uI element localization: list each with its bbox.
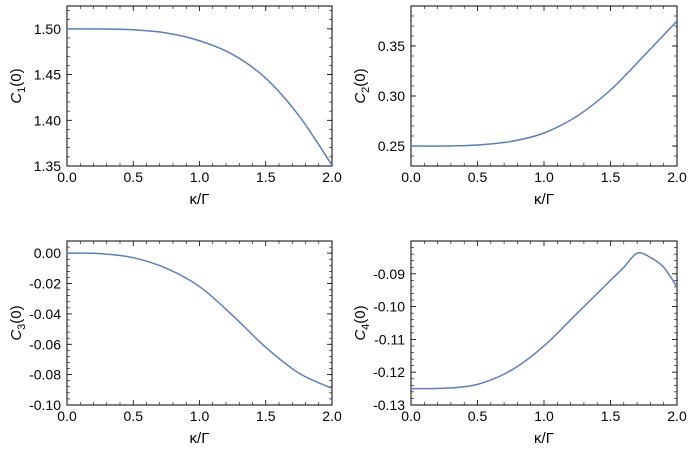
x-tick-label: 0.5 — [124, 169, 144, 185]
y-tick-label: 1.35 — [34, 158, 61, 174]
x-tick-label: 1.0 — [534, 408, 554, 424]
series-line — [67, 252, 332, 389]
y-axis-label-tail: (0) — [352, 68, 369, 86]
y-axis-label-main: C — [8, 330, 25, 341]
y-axis-label-sub: 2 — [360, 87, 372, 93]
y-tick-label: -0.12 — [373, 364, 405, 380]
x-tick-label: 1.5 — [256, 169, 276, 185]
y-tick-label: 1.40 — [34, 112, 61, 128]
x-tick-label: 0.0 — [401, 169, 421, 185]
x-tick-label: 0.5 — [124, 408, 144, 424]
y-axis-label-sub: 3 — [16, 324, 28, 330]
y-axis-label-main: C — [352, 330, 369, 341]
y-tick-label: 0.25 — [378, 138, 405, 154]
y-tick-label: 0.00 — [34, 245, 61, 261]
y-tick-label: 0.30 — [378, 88, 405, 104]
x-axis-label: κ/Γ — [534, 191, 554, 208]
y-axis-label-sub: 1 — [16, 87, 28, 93]
x-axis-label: κ/Γ — [190, 191, 210, 208]
x-tick-label: 0.5 — [468, 408, 488, 424]
x-tick-label: 0.5 — [468, 169, 488, 185]
series-line — [67, 28, 332, 166]
series-line — [411, 252, 677, 390]
chart-panel-3: 0.0 0.5 1.0 1.5 2.0 -0.10 -0.08 -0.06 -0.04 -0.02… — [8, 240, 342, 447]
x-tick-label: 2.0 — [667, 169, 687, 185]
y-tick-label: -0.10 — [373, 299, 405, 315]
series-line — [411, 20, 677, 147]
chart-panel-1: 0.0 0.5 1.0 1.5 2.0 1.35 1.40 1.45 1.50 κ/Γ C1(0) — [8, 5, 342, 208]
y-tick-label: -0.10 — [29, 397, 61, 413]
x-tick-label: 1.5 — [601, 169, 621, 185]
plot-frame — [410, 5, 678, 167]
y-tick-label: 0.35 — [378, 38, 405, 54]
x-tick-label: 0.0 — [401, 408, 421, 424]
x-tick-label: 2.0 — [667, 408, 687, 424]
y-tick-label: -0.09 — [373, 266, 405, 282]
y-axis-label-tail: (0) — [352, 305, 369, 323]
x-tick-label: 1.0 — [190, 408, 210, 424]
x-axis-label: κ/Γ — [534, 430, 554, 447]
y-axis-label: C3(0) — [8, 305, 28, 340]
y-tick-label: -0.02 — [29, 276, 61, 292]
y-axis-label-tail: (0) — [8, 305, 25, 323]
x-tick-label: 0.0 — [57, 169, 77, 185]
y-tick-label: 1.50 — [34, 21, 61, 37]
y-axis-label: C2(0) — [352, 68, 372, 103]
y-axis-label-main: C — [8, 93, 25, 104]
plot-frame — [66, 240, 333, 406]
chart-panel-2: 0.0 0.5 1.0 1.5 2.0 0.25 0.30 0.35 κ/Γ C2(0) — [352, 5, 687, 208]
y-tick-label: -0.13 — [373, 397, 405, 413]
x-tick-label: 1.0 — [190, 169, 210, 185]
y-tick-label: -0.06 — [29, 336, 61, 352]
plot-frame — [410, 240, 678, 406]
x-tick-label: 0.0 — [57, 408, 77, 424]
y-axis-label: C4(0) — [352, 305, 372, 340]
chart-panel-4: 0.0 0.5 1.0 1.5 2.0 -0.13 -0.12 -0.11 -0.10 -0.09… — [352, 240, 687, 447]
y-tick-label: -0.04 — [29, 306, 61, 322]
y-axis-label-sub: 4 — [360, 324, 372, 330]
x-tick-label: 2.0 — [322, 169, 342, 185]
y-axis-label: C1(0) — [8, 68, 28, 103]
plot-frame — [66, 5, 333, 167]
x-tick-label: 2.0 — [322, 408, 342, 424]
y-axis-label-main: C — [352, 93, 369, 104]
x-tick-label: 1.0 — [534, 169, 554, 185]
y-tick-label: -0.08 — [29, 367, 61, 383]
x-axis-label: κ/Γ — [190, 430, 210, 447]
y-tick-label: 1.45 — [34, 67, 61, 83]
x-tick-label: 1.5 — [256, 408, 276, 424]
y-axis-label-tail: (0) — [8, 68, 25, 86]
x-tick-label: 1.5 — [601, 408, 621, 424]
y-tick-label: -0.11 — [374, 331, 405, 347]
